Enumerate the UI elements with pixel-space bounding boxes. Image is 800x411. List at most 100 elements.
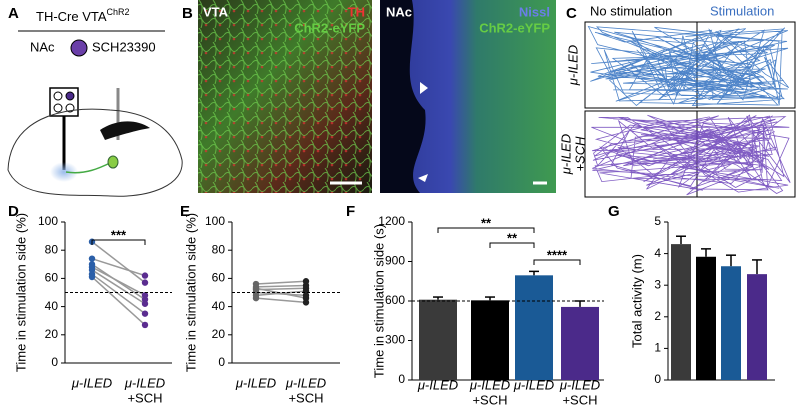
point [141,321,149,329]
x-tick-label: +SCH [288,390,323,405]
y-tick-label: 60 [212,271,226,285]
point [302,299,310,306]
point [141,292,149,299]
significance-label: **** [547,247,568,262]
panel-letter: G [608,203,620,220]
light-spot [50,162,78,182]
bar [561,306,599,380]
image-label: VTA [203,4,229,19]
point [88,255,96,262]
bar [747,274,767,380]
significance-label: ** [507,230,518,245]
pair-line [91,241,146,284]
micrograph-texture [198,0,372,193]
y-tick-label: 80 [212,242,226,256]
pair-line [91,276,146,326]
point [141,300,149,307]
x-tick-label: μ-ILED [469,377,510,392]
x-tick-label: μ-ILED [235,375,276,390]
point [252,294,260,302]
y-tick-label: 4 [654,246,661,260]
bar [419,299,457,380]
bar [696,256,716,380]
stain-label: TH [348,4,365,19]
stain-label: ChR2-eYFP [479,20,550,35]
point [302,287,310,295]
significance-bracket [91,239,146,245]
point [141,310,149,317]
panel-c: C No stimulation Stimulation [566,3,796,198]
y-tick-label: 0 [654,372,661,386]
trajectory [587,25,790,107]
y-tick-label: 2 [654,309,661,323]
x-tick-label: μ-ILED [513,377,554,392]
x-tick-label: +SCH [127,390,162,405]
pair-line [255,280,307,285]
y-tick-label: 20 [45,327,59,341]
row-label: +SCH [572,136,587,172]
point [141,279,149,286]
stain-label: ChR2-eYFP [294,20,365,35]
panel-letter: F [346,203,355,220]
column-header: No stimulation [590,3,672,18]
y-tick-label: 0 [398,372,405,386]
bar [515,275,553,380]
y-tick-label: 40 [45,299,59,313]
x-tick-label: μ-ILED [559,377,600,392]
pair-line [255,297,307,304]
significance-label: *** [111,227,127,242]
drug-icon [70,39,88,57]
significance-bracket [489,242,535,248]
y-axis-label: Time in stimulation side (s) [371,224,386,378]
pair-line [91,273,146,315]
pair-line [91,257,146,277]
x-tick-label: +SCH [562,392,597,407]
panel-letter: C [566,5,577,22]
implant-led [53,91,63,101]
y-tick-label: 1200 [378,214,405,228]
brain-outline [7,108,183,197]
vta [107,155,119,169]
pair-line [255,287,307,291]
bar [721,266,741,380]
y-axis-label: Total activity (m) [629,254,644,348]
y-axis-label: Time in stimulation side (%) [183,213,198,372]
point [88,273,96,281]
significance-bracket [437,227,535,233]
ventricle [380,0,426,193]
x-tick-label: μ-ILED [285,375,326,390]
stain-label: Nissl [519,4,550,19]
x-tick-label: μ-ILED [71,375,112,390]
y-tick-label: 3 [654,277,661,291]
genotype-sup: ChR2 [107,7,130,17]
x-tick-label: μ-ILED [124,375,165,390]
y-tick-label: 1 [654,341,661,355]
x-tick-label: μ-ILED [417,377,458,392]
pair-line [91,266,146,296]
panel-letter: A [8,5,19,22]
panel-letter: D [8,203,19,220]
panel-a: A TH-Cre VTAChR2 NAc SCH23390 [7,5,183,197]
bar [671,244,691,380]
pair-line [255,284,307,288]
genotype: TH-Cre VTAChR2 [36,7,130,24]
pair-line [255,290,307,297]
implant-led [53,103,63,113]
ventricle [100,121,150,140]
arena [584,21,796,109]
point [141,272,149,279]
y-tick-label: 600 [385,293,405,307]
y-tick-label: 300 [385,333,405,347]
y-tick-label: 5 [654,214,661,228]
y-tick-label: 80 [45,242,59,256]
row-label: μ-ILED [558,134,573,175]
column-header: Stimulation [710,3,774,18]
implant-led [65,91,75,101]
drug: SCH23390 [92,39,156,54]
y-tick-label: 100 [38,214,58,228]
trajectory [591,114,791,196]
genotype-text: TH-Cre VTA [36,9,107,24]
y-tick-label: 40 [212,299,226,313]
row-label: μ-ILED [565,45,580,86]
y-tick-label: 100 [205,214,225,228]
